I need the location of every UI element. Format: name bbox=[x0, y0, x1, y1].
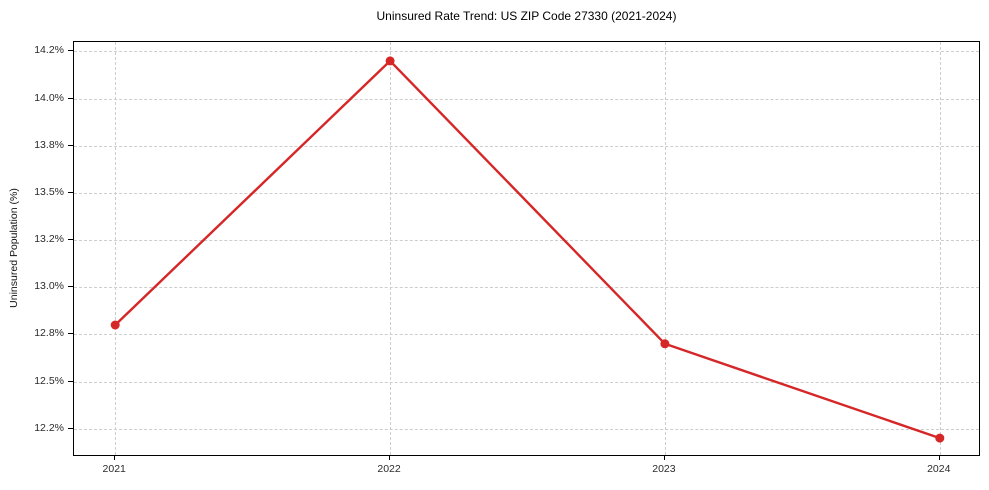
y-tick-mark bbox=[68, 97, 73, 99]
y-tick-label: 13.5% bbox=[34, 185, 64, 198]
y-tick-label: 12.2% bbox=[34, 421, 64, 434]
x-gridline bbox=[390, 42, 392, 455]
y-gridline bbox=[74, 428, 979, 430]
y-tick-label: 13.2% bbox=[34, 233, 64, 246]
y-tick-label: 13.8% bbox=[34, 138, 64, 151]
y-tick-label: 14.2% bbox=[34, 44, 64, 57]
y-gridline bbox=[74, 334, 979, 336]
x-tick-mark bbox=[114, 456, 116, 460]
y-tick-mark bbox=[68, 144, 73, 146]
x-tick-label: 2022 bbox=[377, 463, 401, 475]
y-gridline bbox=[74, 145, 979, 147]
plot-area bbox=[73, 41, 980, 456]
y-tick-label: 13.0% bbox=[34, 280, 64, 293]
y-tick-mark bbox=[68, 191, 73, 193]
y-gridline bbox=[74, 287, 979, 289]
y-gridline bbox=[74, 381, 979, 383]
y-gridline bbox=[74, 51, 979, 53]
y-tick-mark bbox=[68, 239, 73, 241]
y-tick-label: 12.8% bbox=[34, 327, 64, 340]
y-tick-mark bbox=[68, 286, 73, 288]
trend-line bbox=[114, 59, 941, 440]
y-tick-mark bbox=[68, 50, 73, 52]
y-tick-mark bbox=[68, 380, 73, 382]
data-point-marker bbox=[660, 339, 670, 349]
data-point-marker bbox=[385, 56, 395, 66]
y-tick-label: 12.5% bbox=[34, 374, 64, 387]
x-gridline bbox=[115, 42, 117, 455]
y-tick-label: 14.0% bbox=[34, 91, 64, 104]
y-gridline bbox=[74, 98, 979, 100]
y-gridline bbox=[74, 240, 979, 242]
y-tick-mark bbox=[68, 333, 73, 335]
x-tick-mark bbox=[663, 456, 665, 460]
x-gridline bbox=[664, 42, 666, 455]
x-tick-label: 2024 bbox=[927, 463, 951, 475]
y-gridline bbox=[74, 192, 979, 194]
y-tick-mark bbox=[68, 427, 73, 429]
data-point-marker bbox=[110, 320, 120, 330]
chart-title: Uninsured Rate Trend: US ZIP Code 27330 … bbox=[376, 9, 677, 23]
x-tick-mark bbox=[938, 456, 940, 460]
x-tick-label: 2021 bbox=[102, 463, 126, 475]
x-tick-mark bbox=[389, 456, 391, 460]
x-tick-label: 2023 bbox=[652, 463, 676, 475]
line-series bbox=[110, 56, 945, 443]
data-point-marker bbox=[935, 433, 945, 443]
x-gridline bbox=[939, 42, 941, 455]
